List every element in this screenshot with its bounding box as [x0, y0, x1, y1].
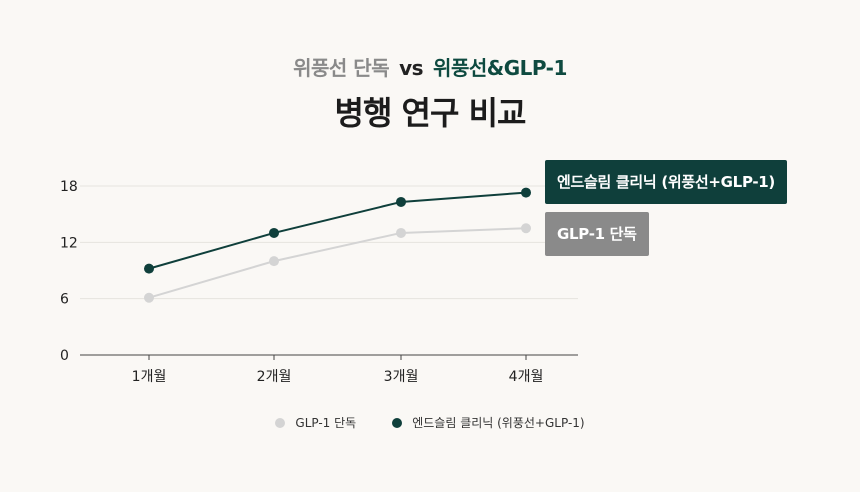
- subtitle-right: 위풍선&GLP-1: [433, 56, 567, 80]
- chart-title: 병행 연구 비교: [334, 94, 527, 132]
- y-tick-label: 0: [60, 348, 69, 364]
- series-glp1-point: [269, 256, 279, 267]
- legend-dot-glp1: [275, 417, 286, 428]
- series-tag-glp1: GLP-1 단독: [545, 212, 649, 256]
- x-tick-label: 1개월: [132, 369, 167, 385]
- series-endslim-point: [144, 263, 154, 274]
- series-glp1-point: [396, 227, 406, 238]
- series-tag-endslim: 엔드슬림 클리닉 (위풍선+GLP-1): [545, 160, 787, 204]
- series-endslim-point: [521, 187, 531, 198]
- x-axis: 1개월 2개월 3개월 4개월: [80, 354, 578, 385]
- series-group: [144, 187, 531, 303]
- legend: GLP-1 단독 엔드슬림 클리닉 (위풍선+GLP-1): [0, 414, 860, 431]
- series-endslim-point: [396, 196, 406, 207]
- x-tick-label: 4개월: [509, 369, 544, 385]
- y-tick-label: 18: [60, 179, 78, 195]
- legend-item-glp1: GLP-1 단독: [275, 414, 356, 431]
- series-endslim-line: [148, 191, 527, 270]
- subtitle-left: 위풍선 단독: [293, 56, 390, 80]
- legend-dot-endslim: [392, 417, 403, 428]
- series-glp1-point: [521, 223, 531, 234]
- legend-item-endslim: 엔드슬림 클리닉 (위풍선+GLP-1): [392, 414, 585, 431]
- subtitle-vs: vs: [399, 56, 424, 80]
- x-tick-label: 3개월: [384, 369, 419, 385]
- series-glp1-point: [144, 292, 154, 303]
- y-axis-ticks: 0 6 12 18: [60, 179, 78, 364]
- series-endslim-point: [269, 227, 279, 238]
- y-tick-label: 6: [60, 292, 69, 308]
- chart-subtitle: 위풍선 단독 vs 위풍선&GLP-1: [0, 52, 860, 81]
- grid-lines: [80, 185, 578, 300]
- y-tick-label: 12: [60, 235, 78, 251]
- series-glp1-line: [148, 227, 527, 299]
- legend-label-endslim: 엔드슬림 클리닉 (위풍선+GLP-1): [412, 416, 585, 430]
- x-tick-label: 2개월: [257, 369, 292, 385]
- legend-label-glp1: GLP-1 단독: [295, 416, 357, 430]
